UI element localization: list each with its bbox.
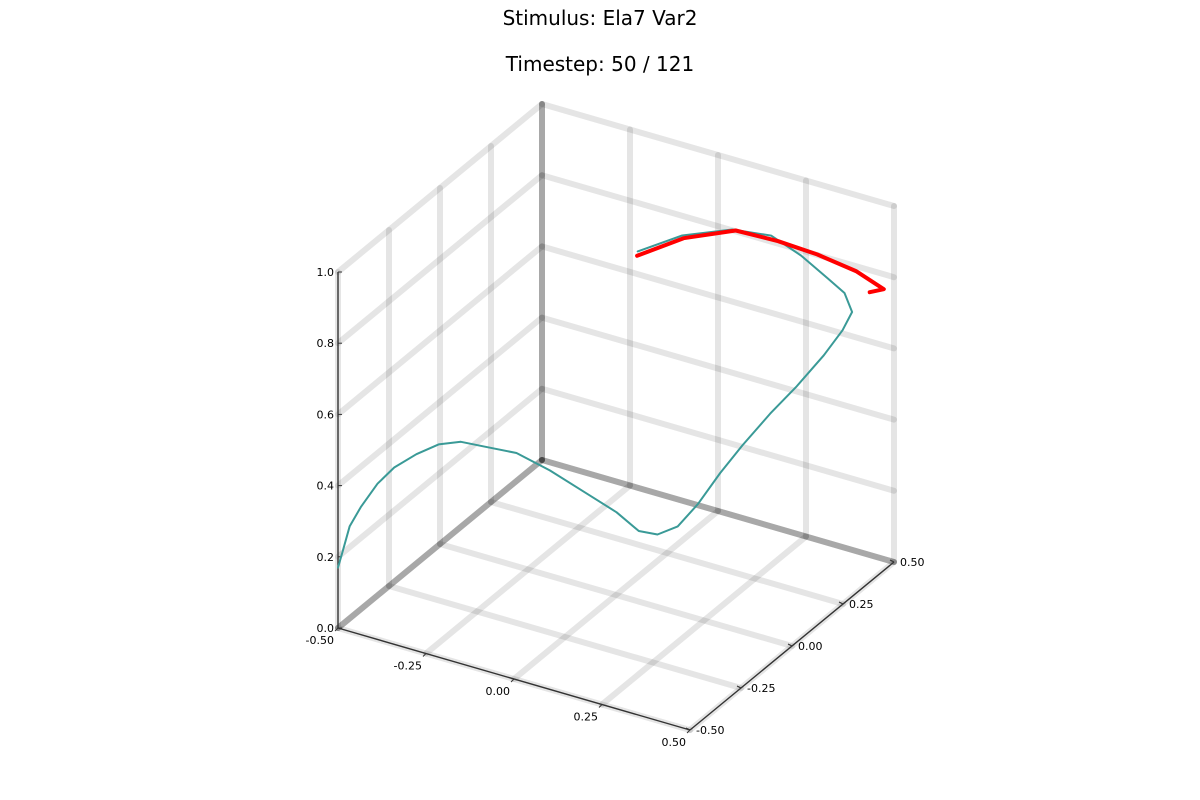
gridline (335, 385, 545, 560)
series-line-1 (337, 228, 854, 569)
y-tick-label: 0.00 (798, 640, 823, 653)
series-line-2 (635, 228, 886, 295)
x-tick (598, 704, 603, 708)
y-tick-label: -0.25 (747, 682, 775, 695)
gridline (335, 172, 545, 347)
gridline (539, 457, 897, 565)
z-tick-label: 1.0 (317, 266, 335, 279)
gridline (335, 457, 545, 631)
x-tick-label: 0.25 (574, 711, 599, 724)
gridline (335, 243, 545, 418)
x-tick-label: -0.50 (306, 634, 334, 647)
y-tick (685, 727, 691, 731)
z-tick-label: 0.6 (317, 408, 335, 421)
y-tick (889, 559, 895, 563)
z-tick-label: 0.0 (317, 622, 335, 635)
gridline (511, 508, 721, 682)
x-tick (686, 729, 691, 734)
y-tick (787, 643, 793, 647)
gridline (488, 499, 846, 607)
chart-title: Stimulus: Ela7 Var2 (502, 6, 698, 30)
gridline (539, 101, 897, 209)
gridline (539, 385, 897, 494)
tick-label-layer: 0.0 0.2 0.4 0.6 0.8 1.0 -0.50 -0.25 0.00 0.25 0.50… (306, 266, 925, 749)
x-tick-label: 0.50 (662, 736, 687, 749)
x-tick-label: 0.00 (486, 685, 511, 698)
y-tick-label: 0.25 (849, 598, 874, 611)
chart-subtitle: Timestep: 50 / 121 (505, 52, 695, 76)
y-tick (838, 601, 844, 605)
x-tick (334, 627, 339, 632)
back-edge (335, 457, 545, 631)
gridline (423, 482, 633, 657)
gridline (599, 533, 809, 708)
z-tick-label: 0.4 (317, 480, 335, 493)
gridline (539, 314, 897, 423)
gridline (539, 243, 897, 352)
grid-layer (335, 101, 897, 733)
axis-layer (334, 271, 895, 734)
series-layer (337, 228, 886, 569)
x-tick-label: -0.25 (394, 660, 422, 673)
gridline (335, 457, 545, 631)
gridline (539, 457, 897, 565)
gridline (386, 583, 744, 691)
back-edge (539, 457, 897, 565)
gridline (335, 101, 545, 275)
z-tick-label: 0.8 (317, 337, 335, 350)
y-tick-label: -0.50 (696, 724, 724, 737)
z-tick-label: 0.2 (317, 551, 335, 564)
y-tick-label: 0.50 (900, 556, 925, 569)
y-tick (736, 685, 742, 689)
x-tick (510, 678, 515, 683)
x-tick (422, 653, 427, 657)
gridline (335, 314, 545, 489)
gridline (437, 541, 795, 649)
